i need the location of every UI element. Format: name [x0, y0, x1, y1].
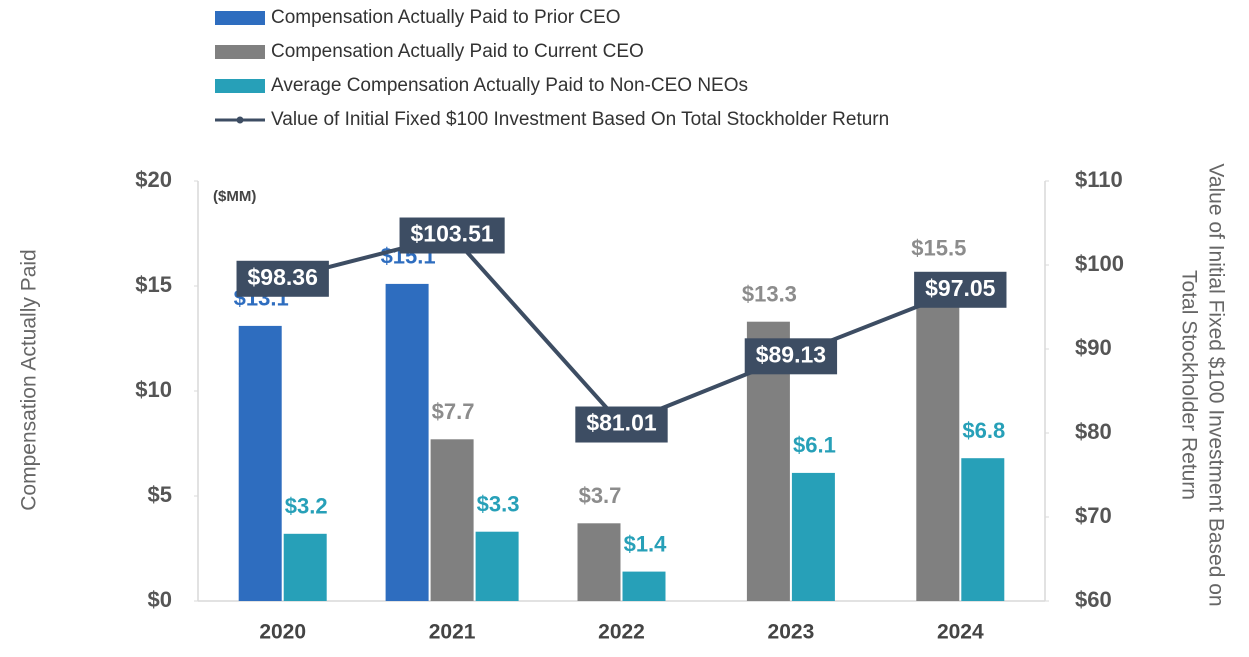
- y-tick-label: $15: [135, 272, 172, 297]
- legend-label: Compensation Actually Paid to Current CE…: [271, 41, 644, 62]
- y-tick-label: $0: [148, 587, 172, 612]
- line-label-box: [914, 271, 1007, 308]
- line-label-box: [236, 260, 329, 297]
- line-value-label: $98.36: [248, 264, 318, 290]
- x-tick-label: 2023: [768, 621, 815, 644]
- bar: [791, 472, 835, 601]
- y-tick-label: $10: [135, 377, 172, 402]
- y-axis-title: Compensation Actually Paid: [18, 249, 41, 511]
- x-tick-label: 2022: [598, 621, 645, 644]
- legend-label: Average Compensation Actually Paid to No…: [271, 75, 748, 96]
- annotation: ($MM): [213, 188, 256, 205]
- bar: [283, 533, 327, 601]
- y2-axis-title: Value of Initial Fixed $100 Investment B…: [1204, 163, 1227, 606]
- y2-tick-label: $100: [1075, 251, 1124, 276]
- line-value-label: $97.05: [925, 275, 996, 301]
- bar: [475, 531, 519, 601]
- y2-tick-label: $80: [1075, 419, 1112, 444]
- bar: [385, 283, 429, 601]
- legend-swatch: [215, 45, 265, 59]
- line-label-box: [744, 338, 838, 375]
- bar-value-label: $6.8: [962, 418, 1005, 443]
- y2-tick-label: $90: [1075, 335, 1112, 360]
- bar: [916, 275, 960, 601]
- bar-value-label: $3.3: [477, 492, 520, 517]
- bar: [577, 523, 621, 601]
- bar-value-label: $7.7: [432, 399, 475, 424]
- line-value-label: $81.01: [586, 410, 657, 436]
- bar-value-label: $3.2: [285, 494, 328, 519]
- bar: [622, 571, 666, 601]
- bar-value-label: $6.1: [793, 433, 836, 458]
- y-tick-label: $5: [148, 482, 172, 507]
- bar: [430, 439, 474, 601]
- bar: [238, 325, 282, 601]
- x-tick-label: 2021: [429, 621, 476, 644]
- x-tick-label: 2024: [937, 621, 984, 644]
- bar: [961, 458, 1005, 601]
- x-tick-label: 2020: [259, 621, 306, 644]
- legend-label: Compensation Actually Paid to Prior CEO: [271, 7, 621, 28]
- y2-tick-label: $110: [1075, 167, 1123, 192]
- line-value-label: $103.51: [411, 221, 494, 247]
- line-label-box: [399, 217, 505, 254]
- y2-tick-label: $60: [1075, 587, 1112, 612]
- y2-tick-label: $70: [1075, 503, 1112, 528]
- bar-value-label: $13.3: [742, 282, 797, 307]
- bar-value-label: $1.4: [624, 531, 668, 556]
- legend-label: Value of Initial Fixed $100 Investment B…: [271, 109, 889, 130]
- legend-swatch: [215, 79, 265, 93]
- y-tick-label: $20: [135, 167, 172, 192]
- bar-value-label: $3.7: [579, 483, 622, 508]
- line-value-label: $89.13: [756, 341, 826, 367]
- bar-value-label: $15.5: [911, 235, 966, 260]
- legend-swatch: [215, 11, 265, 25]
- line-label-box: [575, 406, 668, 443]
- legend-swatch-marker: [236, 116, 244, 124]
- y2-axis-title: Total Stockholder Return: [1177, 270, 1200, 500]
